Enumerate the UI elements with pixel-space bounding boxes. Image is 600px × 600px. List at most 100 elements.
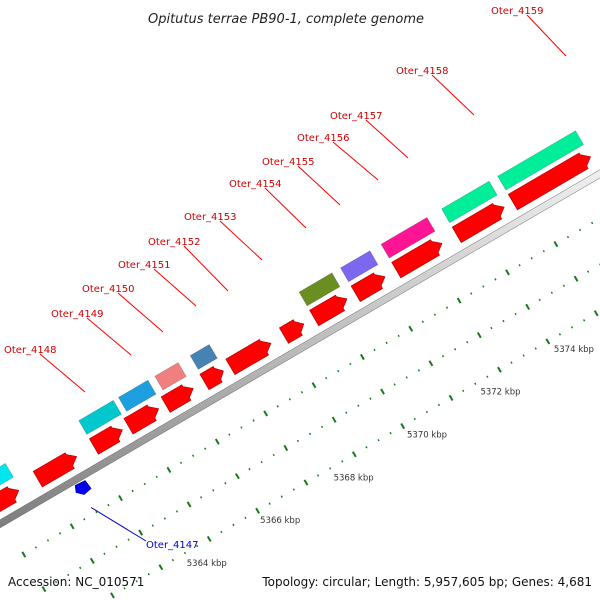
minor-tick: [587, 270, 590, 273]
major-tick: [255, 507, 260, 514]
cds-arrow[interactable]: [32, 452, 78, 488]
minor-tick: [325, 376, 328, 380]
gene-label-oter_4147[interactable]: Oter_4147: [146, 540, 199, 551]
gene-feature[interactable]: [0, 462, 14, 497]
cds-arrow[interactable]: [507, 152, 592, 211]
minor-tick: [337, 369, 340, 373]
major-tick: [214, 438, 220, 445]
minor-tick: [204, 447, 207, 450]
gene-label-oter_4157[interactable]: Oter_4157: [330, 111, 383, 122]
minor-tick: [191, 454, 195, 457]
minor-tick: [151, 524, 154, 527]
gene-label-oter_4159[interactable]: Oter_4159: [491, 6, 544, 17]
cds-arrow[interactable]: [0, 486, 20, 518]
gene-label-oter_4153[interactable]: Oter_4153: [184, 212, 237, 223]
cds-arrow[interactable]: [199, 365, 224, 391]
major-tick: [545, 338, 551, 345]
minor-tick: [341, 460, 344, 463]
gene-label-oter_4155[interactable]: Oter_4155: [262, 157, 315, 168]
gene-feature[interactable]: [340, 250, 379, 283]
major-tick: [448, 394, 454, 401]
minor-tick: [220, 530, 223, 534]
gene-label-oter_4156[interactable]: Oter_4156: [297, 133, 350, 144]
minor-tick: [123, 587, 126, 590]
gene-feature[interactable]: [154, 362, 187, 391]
minor-tick: [542, 249, 545, 253]
gene-label-oter_4152[interactable]: Oter_4152: [148, 237, 201, 248]
minor-tick: [365, 446, 368, 449]
minor-tick: [288, 398, 291, 401]
gene-feature[interactable]: [441, 180, 498, 224]
minor-tick: [272, 453, 275, 457]
kbp-label: 5368 kbp: [334, 473, 374, 483]
cds-arrow[interactable]: [309, 294, 348, 327]
label-leader-line: [526, 14, 567, 57]
minor-tick: [232, 523, 235, 527]
gene-feature[interactable]: [298, 272, 341, 307]
minor-tick: [345, 411, 348, 414]
cds-arrow[interactable]: [225, 338, 272, 376]
cds-arrow[interactable]: [123, 404, 160, 435]
minor-tick: [373, 348, 376, 352]
cds-arrow[interactable]: [451, 202, 505, 244]
gene-feature[interactable]: [118, 379, 157, 412]
minor-tick: [405, 376, 408, 379]
minor-tick: [240, 426, 243, 429]
major-tick: [505, 269, 510, 276]
minor-tick: [103, 552, 106, 556]
minor-tick: [131, 489, 134, 493]
minor-tick: [95, 510, 98, 514]
cds-arrow[interactable]: [160, 384, 194, 413]
minor-tick: [46, 539, 50, 542]
minor-tick: [369, 397, 372, 400]
minor-tick: [417, 369, 420, 372]
gene-feature[interactable]: [380, 217, 436, 259]
minor-tick: [135, 580, 138, 583]
minor-tick: [514, 312, 517, 316]
minor-tick: [329, 467, 332, 470]
gene-feature[interactable]: [189, 344, 218, 370]
major-tick: [573, 275, 579, 282]
minor-tick: [578, 228, 582, 232]
label-leader-line: [365, 119, 409, 159]
minor-tick: [127, 538, 130, 541]
cds-arrow[interactable]: [391, 239, 443, 279]
major-tick: [186, 501, 192, 508]
minor-tick: [115, 545, 118, 548]
gene-feature-reverse[interactable]: [74, 480, 92, 495]
cds-arrow[interactable]: [350, 272, 386, 303]
gene-label-oter_4154[interactable]: Oter_4154: [229, 179, 282, 190]
major-tick: [235, 473, 240, 480]
minor-tick: [292, 488, 295, 491]
minor-tick: [522, 354, 525, 357]
minor-tick: [147, 573, 150, 576]
major-tick: [400, 423, 406, 430]
cds-arrow[interactable]: [88, 425, 123, 455]
minor-tick: [502, 319, 505, 323]
minor-tick: [320, 425, 324, 429]
gene-label-oter_4158[interactable]: Oter_4158: [396, 66, 449, 77]
major-tick: [206, 535, 212, 543]
minor-tick: [486, 375, 489, 378]
major-tick: [428, 360, 434, 367]
minor-tick: [200, 496, 203, 499]
gene-feature[interactable]: [497, 130, 584, 191]
minor-tick: [79, 566, 82, 570]
major-tick: [110, 592, 115, 599]
minor-tick: [349, 362, 352, 366]
cds-arrow[interactable]: [278, 319, 305, 344]
gene-label-oter_4149[interactable]: Oter_4149: [51, 309, 104, 320]
gene-label-oter_4148[interactable]: Oter_4148: [4, 345, 57, 356]
kbp-label: 5372 kbp: [480, 388, 520, 398]
minor-tick: [534, 347, 537, 350]
gene-labels: Oter_4148 Oter_4149 Oter_4150 Oter_4151 Oter…: [4, 6, 567, 551]
major-tick: [41, 585, 47, 593]
accession-text: Accession: NC_010571: [8, 575, 144, 589]
major-tick: [158, 564, 164, 571]
gene-label-oter_4151[interactable]: Oter_4151: [118, 260, 171, 271]
minor-tick: [300, 391, 304, 394]
gene-feature[interactable]: [78, 399, 122, 435]
gene-label-oter_4150[interactable]: Oter_4150: [82, 284, 135, 295]
